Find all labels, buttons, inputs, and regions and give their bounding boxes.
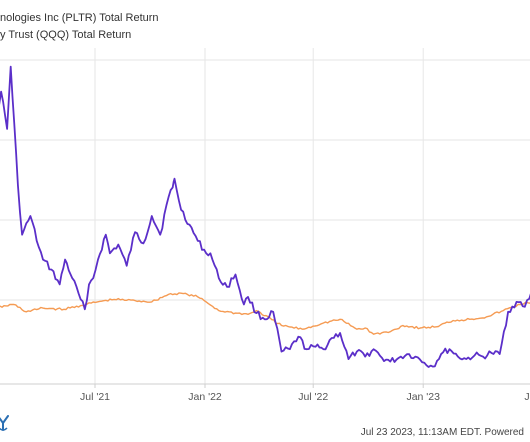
x-tick-label: Jan '23 [406,391,440,403]
legend-pltr-label: nologies Inc (PLTR) Total Return [0,12,159,24]
x-tick-label: Jul [524,391,530,403]
x-axis-ticks: Jul '21 Jan '22 Jul '22 Jan '23 Jul [80,384,530,403]
grid-lines [0,48,530,385]
series-line-qqq [0,292,530,335]
x-tick-label: Jan '22 [188,391,222,403]
legend-pltr: nologies Inc (PLTR) Total Return [0,12,159,24]
legend-qqq-label: y Trust (QQQ) Total Return [0,29,132,41]
x-tick-label: Jul '21 [80,391,110,403]
legend-qqq: y Trust (QQQ) Total Return [0,29,131,41]
footer-timestamp: Jul 23 2023, 11:13AM EDT. Powered [360,427,524,438]
series-line-pltr [0,65,530,368]
ycharts-logo-icon [0,415,9,431]
series-layer [0,65,530,368]
x-tick-label: Jul '22 [298,391,328,403]
